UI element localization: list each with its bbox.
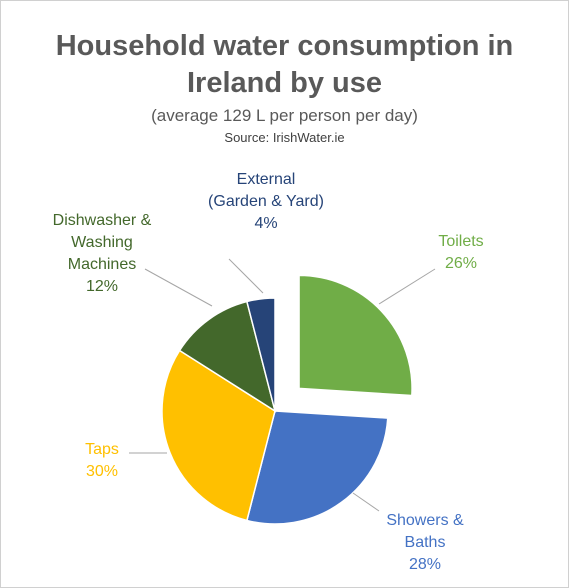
slice-label-2: Taps 30% [85,441,119,480]
leader-line-3 [145,269,212,306]
slice-label-line-3-1: Washing [71,234,133,251]
slice-percent-1: 28% [409,556,441,573]
leader-line-4 [229,259,263,293]
slice-label-line-0-0: Toilets [438,233,483,250]
slice-label-line-1-0: Showers & [386,512,464,529]
slice-label-0: Toilets 26% [438,233,483,272]
slice-label-line-4-1: (Garden & Yard) [208,193,324,210]
slice-label-line-4-0: External [237,171,296,188]
leader-line-1 [353,493,379,511]
leader-line-0 [379,269,435,304]
slice-percent-3: 12% [86,278,118,295]
slice-label-3: Dishwasher & Washing Machines 12% [53,212,152,295]
slice-label-line-1-1: Baths [405,534,446,551]
slice-label-line-2-0: Taps [85,441,119,458]
slice-label-4: External (Garden & Yard) 4% [208,171,324,232]
slice-percent-2: 30% [86,463,118,480]
slice-label-line-3-2: Machines [68,256,136,273]
slice-percent-0: 26% [445,255,477,272]
slice-percent-4: 4% [254,215,277,232]
slice-label-line-3-0: Dishwasher & [53,212,152,229]
slice-label-1: Showers & Baths 28% [386,512,464,573]
